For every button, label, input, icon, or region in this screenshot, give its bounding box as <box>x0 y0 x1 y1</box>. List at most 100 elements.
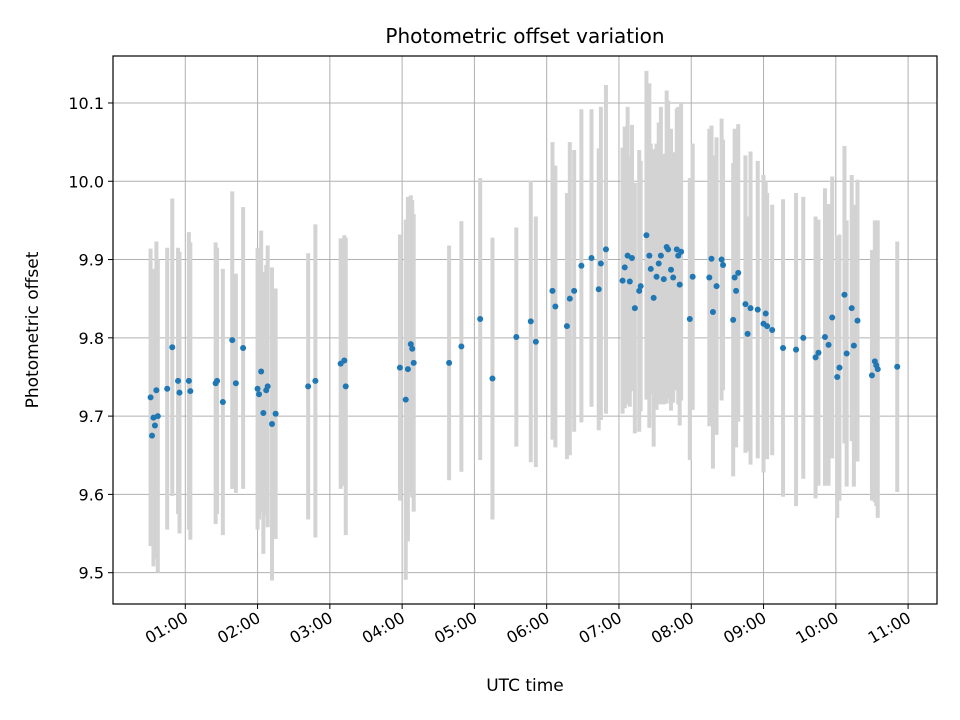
data-point <box>686 316 693 323</box>
data-point <box>628 254 635 261</box>
y-axis-label: Photometric offset <box>23 251 43 408</box>
data-point <box>312 377 319 384</box>
data-point <box>552 303 559 310</box>
data-point <box>764 323 771 330</box>
data-point <box>815 349 822 356</box>
chart-title: Photometric offset variation <box>385 24 664 48</box>
data-point <box>175 377 182 384</box>
data-point <box>744 330 751 337</box>
data-point <box>841 291 848 298</box>
y-tick-label: 9.7 <box>79 407 104 426</box>
data-point <box>232 380 239 387</box>
data-point <box>588 254 595 261</box>
data-point <box>626 278 633 285</box>
data-point <box>636 287 643 294</box>
data-point <box>733 287 740 294</box>
data-point <box>402 396 409 403</box>
data-point <box>341 357 348 364</box>
data-point <box>264 383 271 390</box>
data-point <box>549 287 556 294</box>
data-point <box>407 341 414 348</box>
data-point <box>176 389 183 396</box>
data-point <box>731 274 738 281</box>
y-tick-label: 9.6 <box>79 485 104 504</box>
data-point <box>657 252 664 259</box>
data-point <box>477 316 484 323</box>
data-point <box>404 366 411 373</box>
data-point <box>650 294 657 301</box>
y-tick-label: 9.8 <box>79 329 104 348</box>
data-point <box>668 266 675 273</box>
data-point <box>229 337 236 344</box>
data-point <box>272 410 279 417</box>
data-point <box>646 252 653 259</box>
data-point <box>874 366 881 373</box>
x-axis-label: UTC time <box>486 676 564 696</box>
y-tick-label: 10.1 <box>68 94 104 113</box>
data-point <box>342 383 349 390</box>
data-point <box>854 317 861 324</box>
data-point <box>742 301 749 308</box>
data-point <box>513 334 520 341</box>
data-point <box>708 255 715 262</box>
data-point <box>660 276 667 283</box>
data-point <box>597 260 604 267</box>
data-point <box>571 287 578 294</box>
data-point <box>868 372 875 379</box>
data-point <box>718 256 725 263</box>
data-point <box>670 274 677 281</box>
data-point <box>396 364 403 371</box>
data-point <box>187 388 194 395</box>
data-point <box>619 277 626 284</box>
data-point <box>219 399 226 406</box>
data-point <box>812 354 819 361</box>
data-point <box>153 387 160 394</box>
data-point <box>655 260 662 267</box>
data-point <box>458 343 465 350</box>
data-point <box>164 385 171 392</box>
plot-frame <box>112 55 938 605</box>
data-point <box>151 422 158 429</box>
data-point <box>678 248 685 255</box>
data-point <box>754 306 761 313</box>
data-point <box>836 364 843 371</box>
data-point <box>410 359 417 366</box>
data-point <box>527 318 534 325</box>
data-point <box>843 350 850 357</box>
data-point <box>147 394 154 401</box>
data-point <box>563 323 570 330</box>
data-point <box>446 359 453 366</box>
data-point <box>800 334 807 341</box>
data-point <box>730 316 737 323</box>
data-point <box>621 264 628 271</box>
data-point <box>566 295 573 302</box>
data-point <box>256 391 263 398</box>
data-point <box>665 246 672 253</box>
data-point <box>676 281 683 288</box>
data-point <box>647 265 654 272</box>
data-point <box>735 269 742 276</box>
data-point <box>848 305 855 312</box>
data-point <box>706 274 713 281</box>
data-point <box>489 375 496 382</box>
data-point <box>834 373 841 380</box>
data-point <box>254 385 261 392</box>
data-point <box>154 413 161 420</box>
data-point <box>637 283 644 290</box>
data-point <box>850 342 857 349</box>
data-point <box>602 246 609 253</box>
data-point <box>720 262 727 269</box>
data-point <box>532 338 539 345</box>
data-point <box>258 368 265 375</box>
data-point <box>747 305 754 312</box>
data-point <box>149 432 156 439</box>
data-point <box>894 363 901 370</box>
y-tick-label: 10.0 <box>68 172 104 191</box>
data-point <box>793 346 800 353</box>
data-point <box>169 344 176 351</box>
data-point <box>260 409 267 416</box>
data-point <box>240 345 247 352</box>
data-point <box>305 383 312 390</box>
data-point <box>829 314 836 321</box>
